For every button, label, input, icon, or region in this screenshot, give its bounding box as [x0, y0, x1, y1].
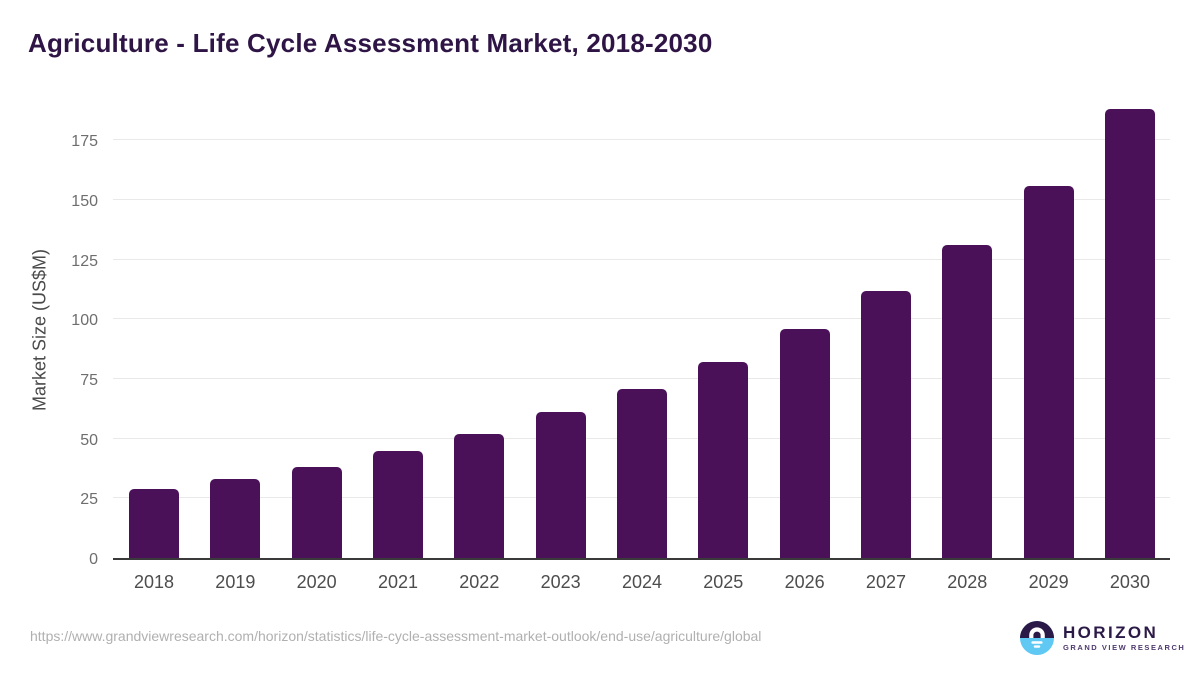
bar-2024[interactable]: 2024 [616, 388, 667, 592]
chart-title: Agriculture - Life Cycle Assessment Mark… [28, 28, 713, 58]
y-tick-label: 50 [80, 431, 98, 449]
y-tick-label: 25 [80, 491, 98, 509]
gridline [113, 198, 1170, 200]
x-tick-label: 2019 [215, 572, 256, 593]
source-url: https://www.grandviewresearch.com/horizo… [30, 628, 762, 644]
bars-row: 2018 2019 2020 2021 2022 2023 2024 2025 2026 2027… [113, 109, 1170, 592]
y-tick-label: 175 [71, 133, 98, 151]
x-tick-label: 2018 [133, 572, 175, 593]
bar-2027[interactable]: 2027 [860, 290, 911, 592]
y-tick-label: 0 [89, 551, 98, 568]
bar-2021[interactable]: 2021 [372, 450, 423, 592]
gridline [113, 318, 1170, 320]
gridline [113, 377, 1170, 379]
y-tick-label: 75 [80, 371, 98, 389]
x-tick-label: 2026 [784, 572, 825, 593]
bar-2029[interactable]: 2029 [1023, 185, 1074, 592]
bar-2018[interactable]: 2018 [129, 488, 179, 592]
logo-subtitle: GRAND VIEW RESEARCH [1063, 643, 1186, 653]
x-tick-label: 2030 [1109, 572, 1150, 593]
gridline [113, 258, 1170, 260]
x-tick-label: 2021 [377, 572, 419, 593]
bar-2020[interactable]: 2020 [291, 467, 342, 592]
bar-2023[interactable]: 2023 [535, 412, 586, 592]
horizon-logo-icon [1020, 621, 1054, 655]
gridline [113, 139, 1170, 141]
logo: HORIZON GRAND VIEW RESEARCH [1019, 620, 1185, 656]
x-tick-label: 2023 [540, 572, 581, 593]
bar-2030[interactable]: 2030 [1104, 109, 1155, 592]
bar-2025[interactable]: 2025 [698, 362, 749, 592]
y-axis-ticks: 0 25 50 75 100 125 150 175 [0, 110, 98, 568]
x-tick-label: 2027 [865, 572, 906, 593]
x-tick-label: 2025 [703, 572, 744, 593]
bar-2019[interactable]: 2019 [210, 479, 261, 592]
x-tick-label: 2028 [947, 572, 988, 593]
x-tick-label: 2029 [1028, 572, 1069, 593]
y-tick-label: 100 [71, 312, 98, 330]
y-tick-label: 150 [71, 192, 98, 210]
y-tick-label: 125 [71, 252, 98, 270]
bar-2022[interactable]: 2022 [454, 433, 505, 592]
bar-2028[interactable]: 2028 [942, 245, 993, 592]
x-tick-label: 2020 [296, 572, 337, 593]
bar-2026[interactable]: 2026 [779, 328, 830, 592]
x-tick-label: 2024 [621, 572, 662, 593]
logo-text: HORIZON GRAND VIEW RESEARCH [1063, 624, 1185, 652]
logo-name: HORIZON [1063, 623, 1159, 643]
plot-area: 2018 2019 2020 2021 2022 2023 2024 2025 2026 2027… [113, 109, 1170, 592]
x-tick-label: 2022 [459, 572, 500, 593]
